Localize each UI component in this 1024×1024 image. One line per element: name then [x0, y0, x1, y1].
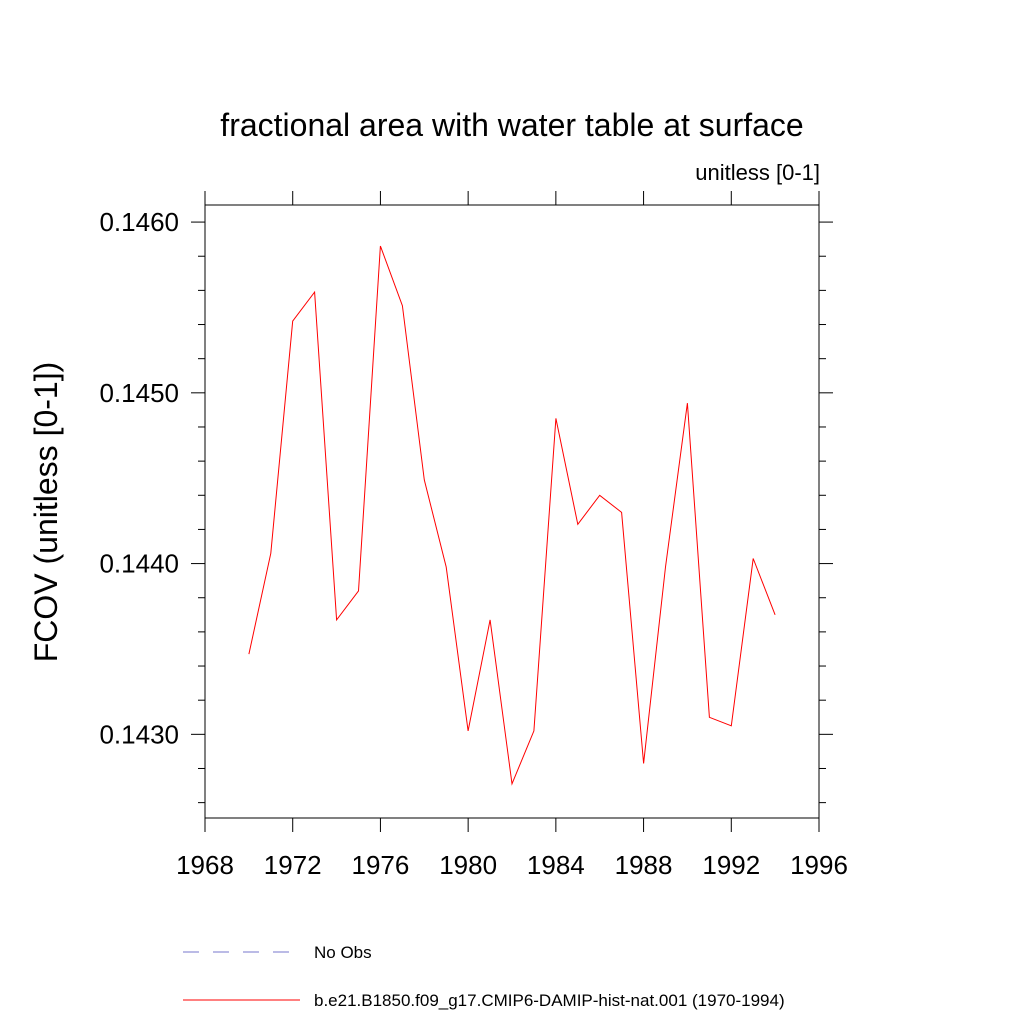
- y-tick-label: 0.1460: [99, 207, 179, 237]
- plot-frame: [204, 204, 820, 819]
- series-layer: [248, 245, 776, 786]
- x-tick-label: 1980: [439, 850, 497, 880]
- x-tick-label: 1996: [790, 850, 848, 880]
- chart-title: fractional area with water table at surf…: [220, 107, 803, 143]
- x-tick-label: 1984: [527, 850, 585, 880]
- y-tick-label: 0.1450: [99, 378, 179, 408]
- legend-label: b.e21.B1850.f09_g17.CMIP6-DAMIP-hist-nat…: [314, 991, 785, 1010]
- x-tick-label: 1968: [176, 850, 234, 880]
- legend-label: No Obs: [314, 943, 372, 962]
- x-tick-label: 1988: [615, 850, 673, 880]
- x-tick-label: 1976: [352, 850, 410, 880]
- series-line-1: [248, 245, 776, 786]
- y-tick-label: 0.1440: [99, 549, 179, 579]
- axis-ticks: 1968 1972 1976 1980 1984 1988 1992 1996 0.1430 0.…: [99, 191, 848, 880]
- legend: No Obs b.e21.B1850.f09_g17.CMIP6-DAMIP-hi…: [183, 943, 785, 1010]
- chart-subtitle: unitless [0-1]: [695, 160, 820, 185]
- y-tick-label: 0.1430: [99, 719, 179, 749]
- y-axis-label: FCOV (unitless [0-1]): [28, 362, 64, 663]
- x-tick-label: 1992: [702, 850, 760, 880]
- x-tick-label: 1972: [264, 850, 322, 880]
